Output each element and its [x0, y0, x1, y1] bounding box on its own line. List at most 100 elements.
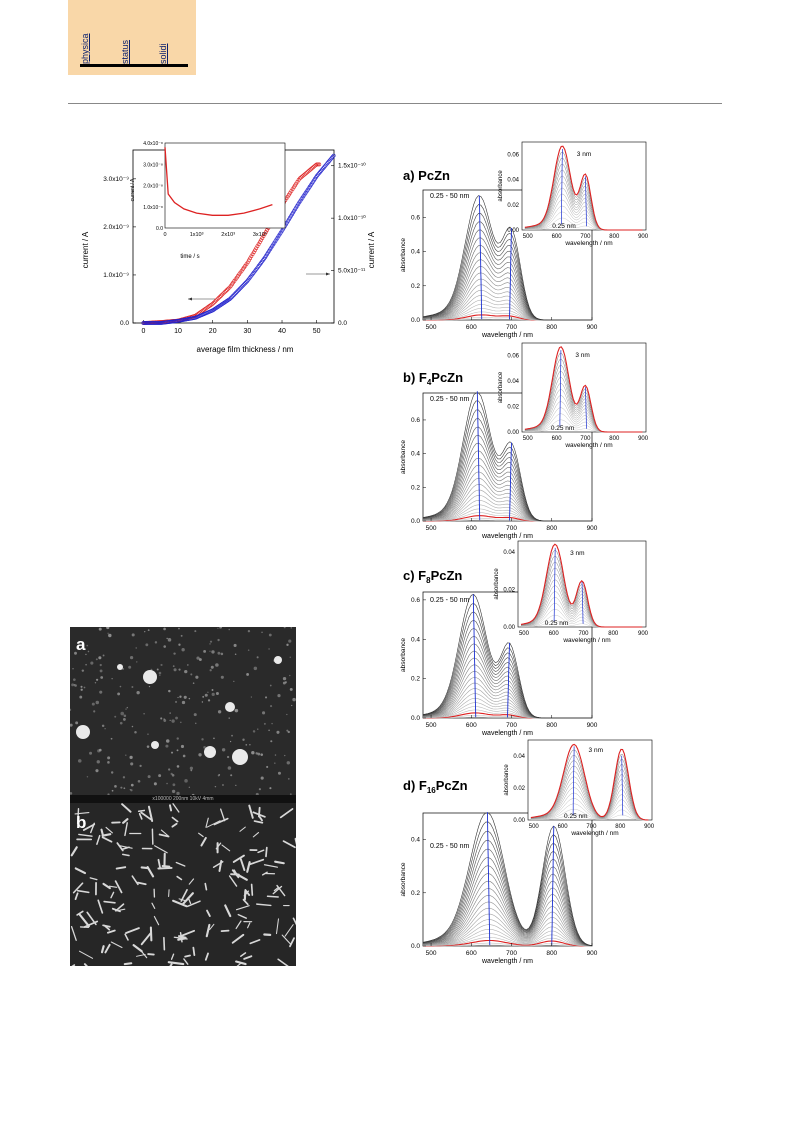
inset-spectrum-curve [530, 792, 649, 821]
spectrum-y-label: absorbance [400, 638, 407, 672]
sem-particle [217, 710, 222, 714]
spectrum-y-tick-label: 0.4 [411, 837, 420, 844]
sem-particle [73, 678, 76, 682]
spectrum-curve [422, 924, 593, 947]
sem-particle [158, 774, 162, 778]
spectrum-y-tick-label: 0.4 [411, 451, 420, 458]
sem-particle [242, 738, 245, 741]
inset-thick-label: 3 nm [577, 151, 591, 158]
sem-particle [247, 649, 250, 652]
spectrum-y-tick-label: 0.6 [411, 214, 420, 221]
sem-particle [217, 638, 220, 642]
sem-particle [172, 665, 175, 667]
inset-x-tick-label: 700 [580, 234, 591, 240]
inset-y-label: absorbance [494, 568, 500, 600]
sem-particle [209, 643, 211, 645]
sem-particle [207, 691, 209, 694]
peak-shift-line [472, 594, 477, 718]
sem-rod [220, 808, 226, 822]
sem-particle [252, 730, 256, 733]
sem-particle [188, 786, 191, 789]
sem-particle [167, 638, 172, 642]
sem-rod [292, 917, 296, 926]
spectrum-x-tick-label: 500 [426, 950, 437, 957]
inset-y-tick-label: 0.06 [507, 354, 519, 360]
spectrum-x-tick-label: 600 [466, 722, 477, 729]
sem-particle [188, 697, 191, 700]
sem-rod [192, 946, 196, 956]
inset-x-tick-label: 900 [638, 436, 649, 442]
sem-rod [82, 823, 96, 831]
inset-thick-label: 3 nm [570, 550, 584, 557]
sem-particle [190, 673, 193, 676]
sem-particle [158, 671, 162, 675]
inset-y-tick-label: 0.02 [513, 786, 525, 792]
sem-particle [120, 711, 125, 716]
sem-large-particle [151, 741, 159, 749]
sem-rod [170, 953, 175, 960]
spectrum-x-tick-label: 500 [426, 722, 437, 729]
sem-rod [232, 854, 245, 863]
sem-rod [171, 816, 179, 823]
panel-label: c) F8PcZn [403, 568, 462, 585]
sem-particle [129, 755, 133, 759]
panel-label-prefix: c) F [403, 568, 426, 583]
sem-rod [172, 899, 188, 908]
sem-rod [263, 864, 279, 868]
sem-particle [201, 701, 204, 703]
sem-rod [147, 805, 154, 823]
sem-particle [287, 778, 290, 780]
spectrum-x-label: wavelength / nm [481, 332, 533, 339]
sem-particle [289, 674, 291, 677]
sem-particle [250, 696, 253, 698]
sem-particle [228, 628, 230, 631]
inset-spectrum-curve [530, 743, 649, 821]
sem-rod [83, 963, 88, 966]
sem-rod [140, 811, 152, 821]
sem-particle [153, 782, 157, 786]
sem-rod [274, 860, 285, 865]
inset-spectrum-curve [524, 346, 643, 433]
panel-label: b) F4PcZn [403, 370, 463, 387]
sem-particle [226, 755, 230, 759]
sem-particle [286, 729, 289, 732]
sem-particle [180, 634, 183, 637]
inset-x-tick-label: 600 [549, 631, 560, 637]
panel-label-core: PcZn [436, 778, 468, 793]
sem-particle [276, 730, 280, 734]
spectrum-curve [422, 907, 593, 947]
inset-x-tick-label: 600 [552, 234, 563, 240]
inset-spectrum-curve [530, 776, 649, 821]
spectrum-curve [422, 839, 593, 946]
sem-particle [286, 713, 288, 716]
sem-rod [168, 804, 173, 812]
inset-thick-label: 3 nm [575, 352, 589, 359]
sem-particle [211, 650, 215, 654]
inset-peak-line [585, 386, 587, 429]
sem-particle [125, 754, 127, 756]
inset-y-tick-label: 0.00 [503, 625, 515, 631]
sem-rod [188, 878, 195, 885]
sem-rod [184, 954, 191, 958]
sem-particle [235, 784, 237, 787]
sem-rod [266, 895, 279, 898]
sem-rod [121, 803, 132, 813]
panel-label-subscript: 16 [427, 786, 436, 795]
sem-particle [277, 694, 281, 698]
sem-particle [269, 684, 272, 687]
sem-rod [257, 849, 265, 854]
sem-rod [206, 909, 211, 917]
inset-spectrum-curve [530, 754, 649, 821]
journal-logo: physica status solidi [68, 0, 196, 75]
sem-particle [176, 765, 180, 768]
sem-particle [171, 751, 174, 754]
sem-particle [219, 627, 222, 629]
sem-particle [292, 697, 296, 702]
sem-particle [255, 752, 258, 755]
sem-rod [187, 896, 192, 905]
inset-peak-line [553, 547, 556, 622]
sem-particle [169, 712, 171, 714]
panel-label-prefix: d) F [403, 778, 427, 793]
inset-spectrum-curve [530, 803, 649, 821]
sem-rod [167, 961, 185, 966]
